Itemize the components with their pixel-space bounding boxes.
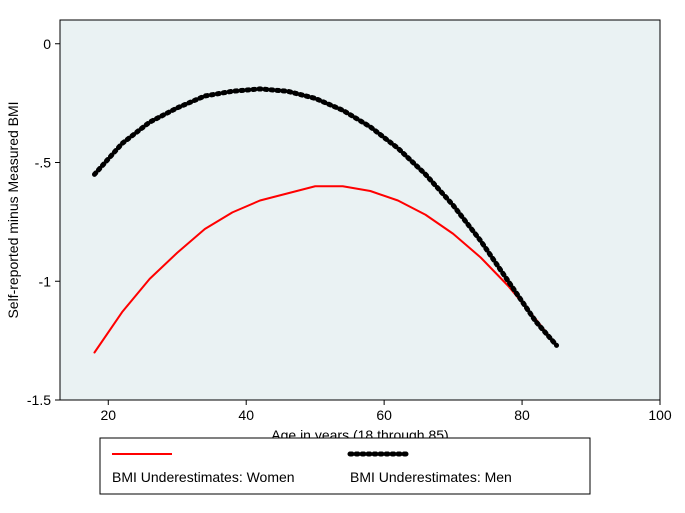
x-tick-label: 20: [100, 407, 116, 423]
y-tick-label: -1.5: [27, 392, 51, 408]
legend-box: [100, 438, 590, 494]
legend-label-men: BMI Underestimates: Men: [350, 469, 512, 485]
x-tick-label: 60: [376, 407, 392, 423]
legend-label-women: BMI Underestimates: Women: [112, 469, 295, 485]
x-tick-label: 80: [514, 407, 530, 423]
chart-svg: 20406080100Age in years (18 through 85)-…: [0, 0, 685, 513]
y-tick-label: -1: [39, 273, 52, 289]
y-tick-label: -.5: [35, 155, 52, 171]
plot-area: [60, 20, 660, 400]
y-tick-label: 0: [43, 36, 51, 52]
x-tick-label: 40: [238, 407, 254, 423]
bmi-chart: 20406080100Age in years (18 through 85)-…: [0, 0, 685, 513]
y-axis-label: Self-reported minus Measured BMI: [5, 101, 21, 318]
x-tick-label: 100: [648, 407, 672, 423]
